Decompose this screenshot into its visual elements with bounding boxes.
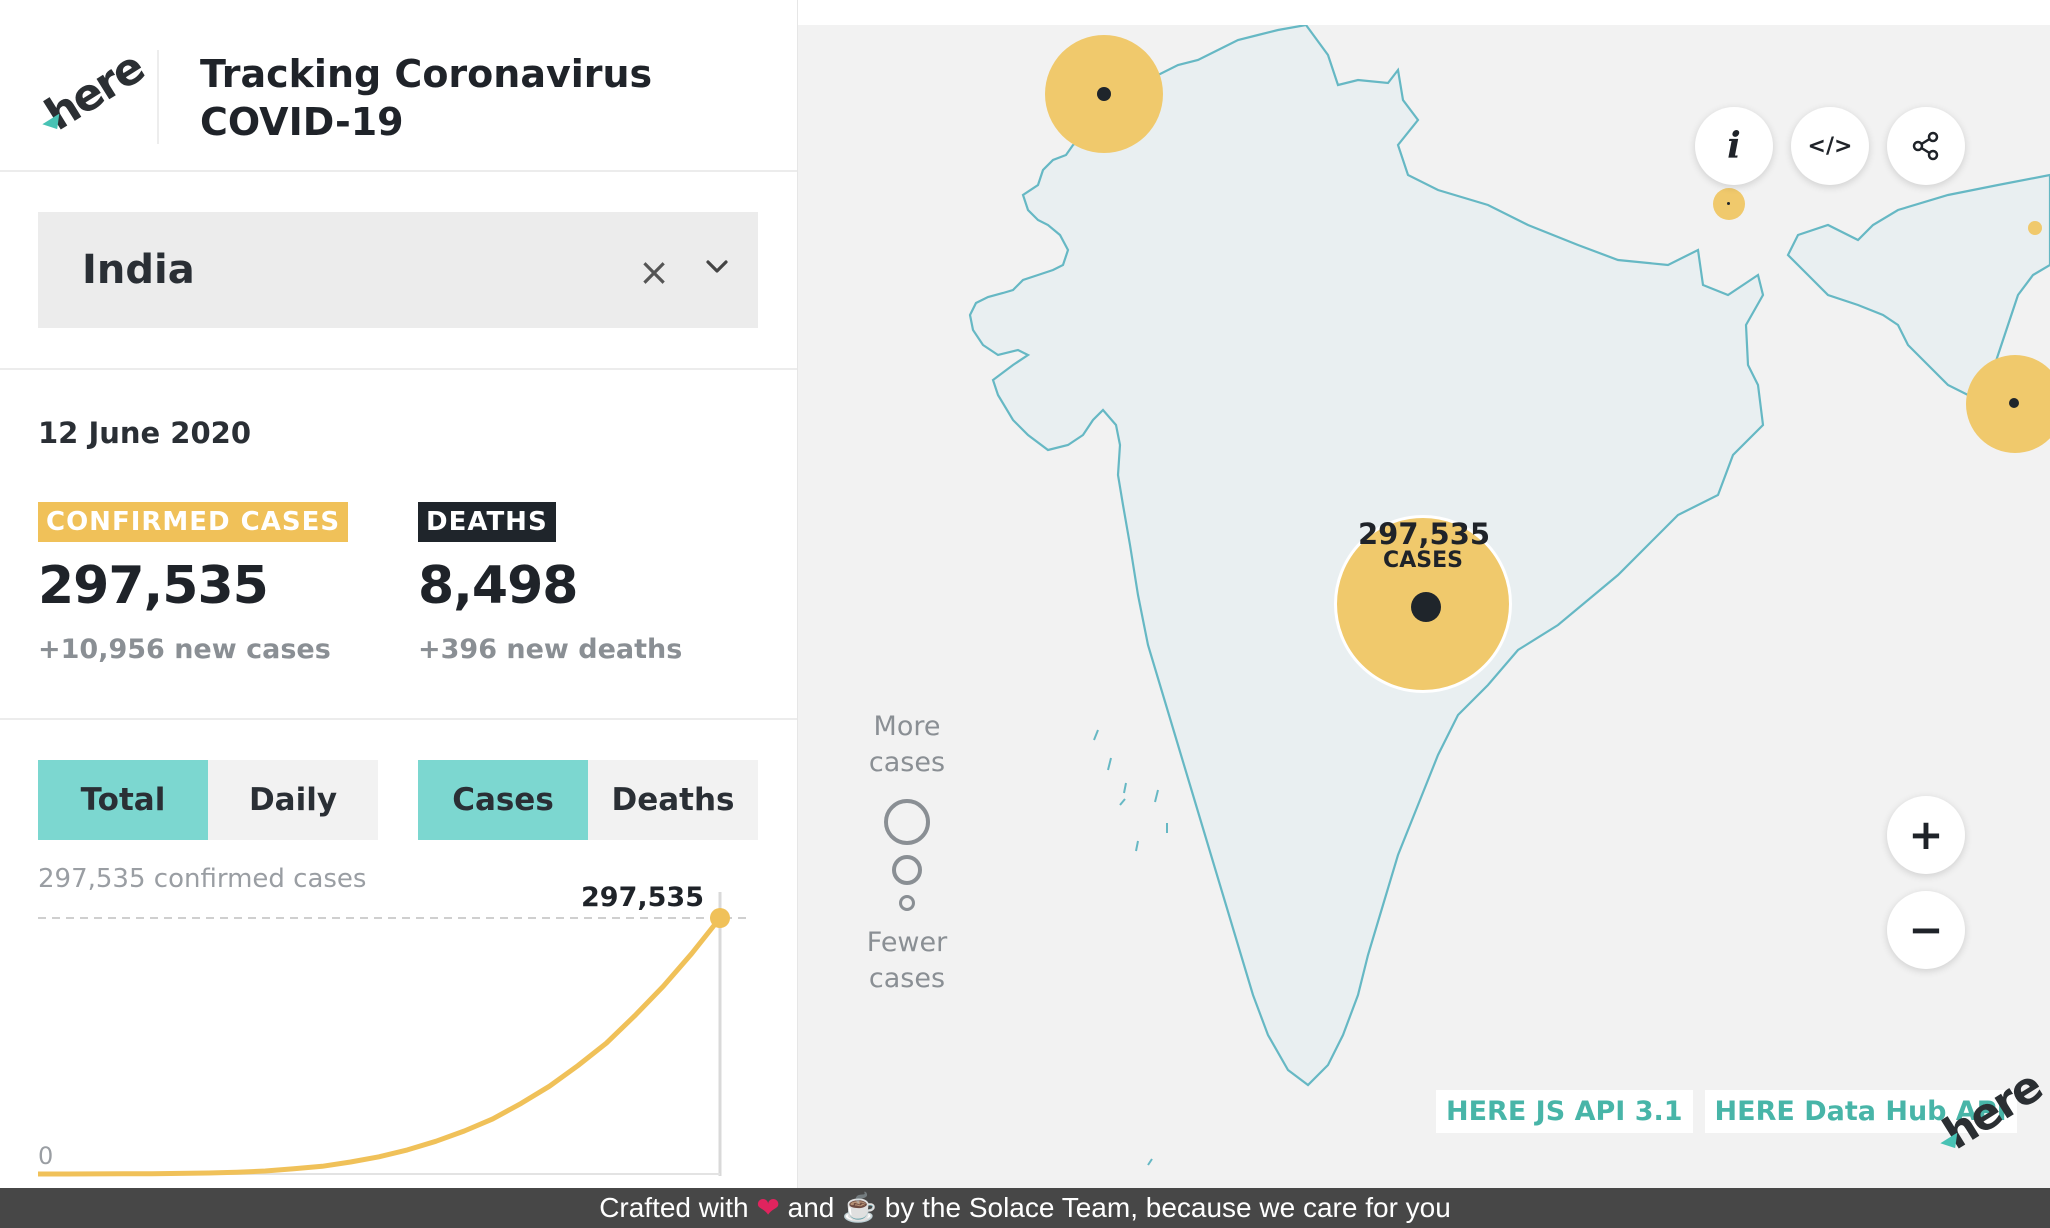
header-divider	[157, 50, 159, 144]
footer-text-c: by the Solace Team, because we care for …	[884, 1192, 1451, 1223]
mode-toggle: Total Daily	[38, 760, 378, 840]
deaths-stat: DEATHS 8,498 +396 new deaths	[418, 502, 682, 665]
metric-toggle: Cases Deaths	[418, 760, 758, 840]
bubble-bangladesh[interactable]	[1966, 355, 2050, 453]
legend-fewer-line1: Fewer	[866, 927, 948, 958]
chart-section: Total Daily Cases Deaths 297,535 confirm…	[0, 720, 797, 1186]
embed-code-button[interactable]: </>	[1791, 107, 1869, 185]
deaths-value: 8,498	[418, 556, 578, 616]
minus-icon: −	[1908, 905, 1944, 954]
bubble-pakistan[interactable]	[1045, 35, 1163, 153]
credit-here-data-hub[interactable]: HERE Data Hub API	[1704, 1090, 2017, 1133]
bubble-india-value: 297,535	[1358, 517, 1491, 551]
small-islands	[1093, 729, 1168, 852]
chart-max-label: 297,535 confirmed cases	[38, 864, 367, 894]
page-title-line2: COVID-19	[200, 100, 404, 144]
andaman-islands	[1147, 1158, 1153, 1166]
share-button[interactable]	[1887, 107, 1965, 185]
heart-icon: ❤	[756, 1192, 780, 1223]
legend-more-line2: cases	[868, 747, 946, 778]
plus-icon: +	[1908, 810, 1944, 859]
page-title: Tracking Coronavirus COVID-19	[200, 50, 652, 146]
map-credits: HERE JS API 3.1 HERE Data Hub API	[1436, 1090, 2017, 1133]
deaths-new: +396 new deaths	[418, 634, 683, 665]
legend-circle-large	[884, 799, 930, 845]
map-view[interactable]: 297,535 CASES i </> + − More	[798, 25, 2050, 1188]
bubble-center-dot	[1411, 592, 1441, 622]
chevron-down-icon[interactable]	[702, 252, 732, 282]
bubble-center-dot	[2009, 398, 2019, 408]
footer-bar: Crafted with ❤ and ☕ by the Solace Team,…	[0, 1188, 2050, 1228]
map-here-logo[interactable]: here	[1934, 1061, 2050, 1160]
confirmed-stat: CONFIRMED CASES 297,535 +10,956 new case…	[38, 502, 349, 665]
credit-here-js-api[interactable]: HERE JS API 3.1	[1436, 1090, 1693, 1133]
code-icon: </>	[1807, 133, 1853, 159]
cases-peak-point[interactable]	[710, 908, 730, 928]
clear-icon[interactable]: ×	[638, 250, 670, 294]
toggle-cases[interactable]: Cases	[418, 760, 588, 840]
confirmed-value: 297,535	[38, 556, 269, 616]
bubble-center-dot	[1727, 202, 1730, 205]
info-button[interactable]: i	[1695, 107, 1773, 185]
bubble-india-label: 297,535 CASES	[1358, 517, 1491, 573]
coffee-icon: ☕	[842, 1192, 877, 1223]
chart-zero-label: 0	[38, 1142, 53, 1170]
legend-circle-small	[899, 895, 915, 911]
bubble-nepal[interactable]	[1713, 188, 1745, 220]
footer-text-a: Crafted with	[599, 1192, 749, 1223]
here-logo[interactable]: here	[36, 42, 152, 141]
side-panel: here Tracking Coronavirus COVID-19 India…	[0, 0, 798, 1188]
info-icon: i	[1727, 125, 1741, 167]
deaths-badge: DEATHS	[418, 502, 556, 542]
legend-circle-medium	[892, 855, 922, 885]
zoom-out-button[interactable]: −	[1887, 891, 1965, 969]
page-title-line1: Tracking Coronavirus	[200, 52, 653, 96]
country-select-value: India	[82, 247, 195, 293]
toggle-daily[interactable]: Daily	[208, 760, 378, 840]
bubble-india-unit: CASES	[1383, 548, 1463, 573]
footer-text-b: and	[787, 1192, 835, 1223]
bubble-center-dot	[1097, 87, 1111, 101]
confirmed-new: +10,956 new cases	[38, 634, 331, 665]
zoom-in-button[interactable]: +	[1887, 796, 1965, 874]
stats-section: 12 June 2020 CONFIRMED CASES 297,535 +10…	[0, 370, 797, 720]
share-icon	[1912, 131, 1939, 161]
panel-header: here Tracking Coronavirus COVID-19	[0, 0, 797, 172]
legend-fewer-line2: cases	[868, 963, 946, 994]
toggle-total[interactable]: Total	[38, 760, 208, 840]
stats-date: 12 June 2020	[38, 416, 252, 450]
northeast-landmass	[1786, 173, 2050, 397]
chart-peak-label: 297,535	[581, 882, 704, 913]
bubble-size-legend: More cases Fewer cases	[852, 709, 962, 997]
toggle-deaths[interactable]: Deaths	[588, 760, 758, 840]
cases-line	[38, 916, 722, 1177]
country-select[interactable]: India ×	[38, 212, 758, 328]
cases-chart: 297,535 0	[38, 882, 750, 1177]
bubble-india[interactable]	[1334, 515, 1512, 693]
confirmed-badge: CONFIRMED CASES	[38, 502, 349, 542]
bubble-bhutan[interactable]	[2028, 221, 2042, 235]
legend-more-line1: More	[873, 711, 941, 742]
country-selector-section: India ×	[0, 172, 797, 370]
